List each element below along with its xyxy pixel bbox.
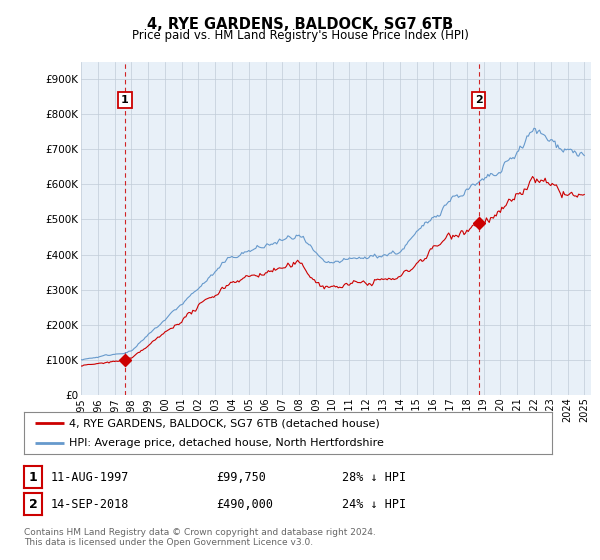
- Text: 1: 1: [121, 95, 129, 105]
- Text: Contains HM Land Registry data © Crown copyright and database right 2024.
This d: Contains HM Land Registry data © Crown c…: [24, 528, 376, 548]
- Text: HPI: Average price, detached house, North Hertfordshire: HPI: Average price, detached house, Nort…: [69, 438, 384, 448]
- Text: 2: 2: [475, 95, 482, 105]
- Text: 11-AUG-1997: 11-AUG-1997: [51, 470, 130, 484]
- Text: 14-SEP-2018: 14-SEP-2018: [51, 497, 130, 511]
- Text: 4, RYE GARDENS, BALDOCK, SG7 6TB: 4, RYE GARDENS, BALDOCK, SG7 6TB: [147, 17, 453, 32]
- Text: £99,750: £99,750: [216, 470, 266, 484]
- Text: 28% ↓ HPI: 28% ↓ HPI: [342, 470, 406, 484]
- Text: Price paid vs. HM Land Registry's House Price Index (HPI): Price paid vs. HM Land Registry's House …: [131, 29, 469, 42]
- Text: 1: 1: [29, 470, 37, 484]
- Text: 4, RYE GARDENS, BALDOCK, SG7 6TB (detached house): 4, RYE GARDENS, BALDOCK, SG7 6TB (detach…: [69, 418, 380, 428]
- Text: £490,000: £490,000: [216, 497, 273, 511]
- Text: 2: 2: [29, 497, 37, 511]
- Text: 24% ↓ HPI: 24% ↓ HPI: [342, 497, 406, 511]
